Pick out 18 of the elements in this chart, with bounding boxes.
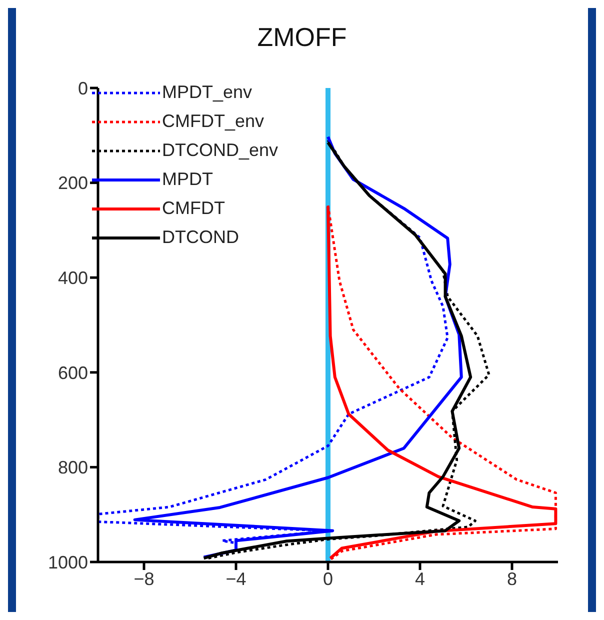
x-tick-label: −8	[134, 568, 154, 589]
legend-label: DTCOND_env	[162, 140, 278, 161]
chart-title: ZMOFF	[256, 21, 348, 52]
y-tick-label: 200	[58, 173, 88, 194]
legend-label: MPDT	[162, 169, 213, 190]
x-tick-label: 4	[414, 568, 426, 589]
x-tick-label: −4	[226, 568, 246, 589]
legend-label: CMFDT	[162, 198, 225, 219]
x-tick-label: 8	[506, 568, 518, 589]
y-tick-label: 0	[78, 78, 88, 98]
y-tick-label: 400	[58, 268, 88, 288]
y-tick-label: 600	[58, 362, 88, 383]
x-tick-label: 0	[322, 568, 334, 589]
legend-label: CMFDT_env	[162, 111, 264, 132]
y-tick-label: 800	[58, 458, 88, 478]
legend-label: MPDT_env	[162, 82, 252, 103]
legend-label: DTCOND	[162, 227, 239, 248]
y-tick-label: 1000	[48, 552, 88, 572]
